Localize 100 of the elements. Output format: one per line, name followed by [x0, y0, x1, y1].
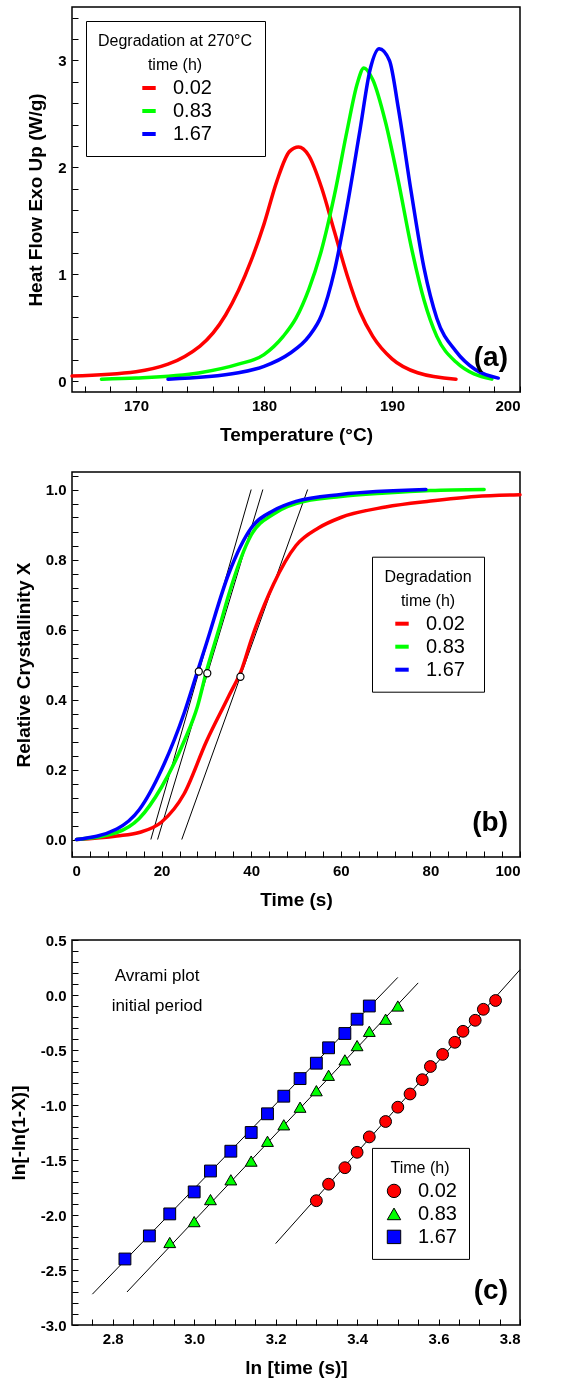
- point: [322, 1069, 335, 1081]
- point: [362, 1130, 376, 1144]
- x-tick-label: 0: [72, 861, 81, 879]
- point: [448, 1035, 462, 1049]
- x-tick-label: 3.8: [499, 1329, 521, 1347]
- point: [118, 1252, 132, 1266]
- point: [322, 1177, 335, 1191]
- x-tick-label: 3.6: [428, 1329, 450, 1347]
- point: [142, 1229, 156, 1243]
- legend-title: Time (h): [390, 1158, 450, 1176]
- point: [362, 999, 376, 1013]
- y-tick-label: 0.0: [45, 831, 67, 848]
- line-series: [70, 145, 458, 381]
- legend-label: 1.67: [418, 1224, 457, 1247]
- y-tick-label: -2.5: [40, 1261, 67, 1279]
- y-tick-label: -1.5: [40, 1151, 67, 1169]
- point: [423, 1060, 437, 1073]
- legend-label: 1.67: [173, 122, 212, 144]
- x-tick-label: 2.8: [102, 1329, 124, 1347]
- point: [391, 1000, 405, 1012]
- y-axis-title: ln[-ln(1-X)]: [7, 1085, 29, 1181]
- point: [204, 1164, 217, 1178]
- annotation: (b): [472, 806, 508, 837]
- x-tick-label: 100: [495, 861, 521, 879]
- y-tick-label: 1: [58, 265, 67, 283]
- annotation: Avrami plot initial period: [111, 966, 203, 1015]
- y-tick-label: -0.5: [40, 1041, 67, 1059]
- legend-label: 0.83: [418, 1201, 457, 1224]
- point: [309, 1085, 323, 1097]
- y-tick-label: -3.0: [40, 1316, 67, 1334]
- point: [456, 1024, 470, 1038]
- y-tick-label: 0.6: [45, 621, 67, 638]
- point: [224, 1144, 238, 1158]
- point: [244, 1126, 258, 1139]
- point: [277, 1089, 291, 1103]
- x-axis-title: Time (s): [260, 888, 333, 910]
- point: [403, 1087, 417, 1101]
- x-axis-title: Temperature (°C): [220, 423, 373, 445]
- legend-label: 0.83: [426, 634, 465, 657]
- point: [309, 1056, 323, 1070]
- point: [224, 1174, 238, 1186]
- y-tick-label: 0.0: [45, 986, 67, 1004]
- y-tick-label: 0.2: [45, 761, 67, 778]
- x-tick-label: 80: [422, 861, 440, 879]
- y-tick-label: -2.0: [40, 1206, 67, 1224]
- point: [322, 1041, 335, 1055]
- y-tick-label: 0: [58, 372, 67, 390]
- point: [187, 1185, 201, 1199]
- y-tick-label: -1.0: [40, 1096, 67, 1114]
- legend-label: 0.02: [418, 1178, 457, 1201]
- x-tick-label: 3.2: [265, 1329, 287, 1347]
- x-tick-label: 3.4: [347, 1329, 369, 1347]
- x-tick-label: 3.0: [184, 1329, 206, 1347]
- legend-label: 1.67: [426, 657, 465, 680]
- point: [415, 1073, 429, 1087]
- x-tick-label: 180: [251, 396, 278, 414]
- point: [261, 1107, 274, 1121]
- point: [163, 1207, 177, 1221]
- x-tick-label: 60: [332, 861, 350, 879]
- point: [379, 1115, 393, 1128]
- point: [468, 1013, 482, 1027]
- point: [277, 1119, 291, 1131]
- point: [350, 1145, 364, 1159]
- y-tick-label: 2: [58, 158, 67, 176]
- point: [244, 1155, 258, 1167]
- annotation: (a): [473, 341, 508, 372]
- point: [436, 1048, 450, 1061]
- y-tick-label: 0.5: [45, 931, 67, 949]
- point: [187, 1215, 201, 1228]
- point: [293, 1072, 307, 1086]
- point: [309, 1194, 323, 1208]
- y-tick-label: 0.4: [45, 691, 68, 708]
- x-tick-label: 200: [495, 396, 521, 414]
- point: [261, 1135, 274, 1147]
- point: [338, 1054, 352, 1066]
- point: [163, 1236, 177, 1249]
- point: [338, 1161, 352, 1175]
- x-tick-label: 190: [379, 396, 406, 414]
- point: [338, 1027, 352, 1040]
- point: [391, 1100, 405, 1114]
- x-tick-label: 170: [123, 396, 150, 414]
- legend-label: 0.83: [173, 99, 212, 121]
- legend-title: Degradation time (h): [384, 567, 472, 609]
- point: [379, 1013, 393, 1025]
- point: [350, 1039, 364, 1052]
- x-axis-title: ln [time (s)]: [245, 1356, 348, 1378]
- x-tick-label: 40: [243, 861, 261, 879]
- legend-label: 0.02: [173, 76, 212, 98]
- y-tick-label: 3: [58, 51, 67, 69]
- point: [476, 1002, 490, 1016]
- annotation: (c): [473, 1274, 508, 1305]
- x-tick-label: 20: [153, 861, 171, 879]
- y-tick-label: 1.0: [45, 481, 67, 498]
- point: [204, 1193, 217, 1206]
- point: [350, 1012, 364, 1026]
- point: [362, 1025, 376, 1037]
- legend-title: Degradation at 270°C time (h): [97, 32, 253, 73]
- y-tick-label: 0.8: [45, 551, 67, 568]
- y-axis-title: Heat Flow Exo Up (W/g): [25, 93, 47, 307]
- legend-label: 0.02: [426, 611, 465, 634]
